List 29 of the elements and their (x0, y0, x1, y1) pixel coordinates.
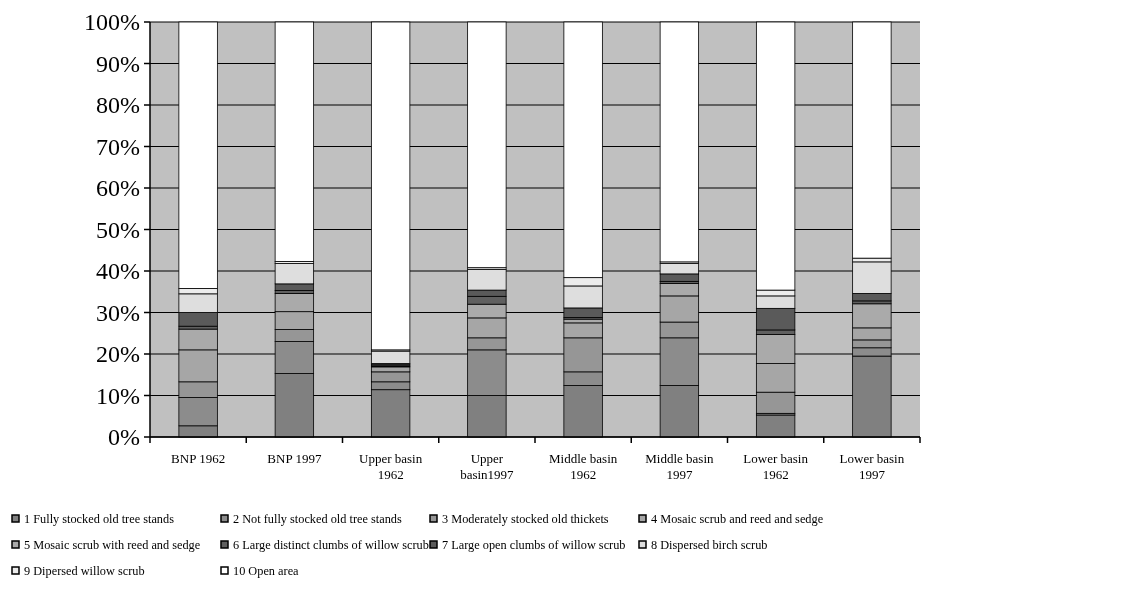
x-tick-label: Lower basin 1962 (743, 451, 809, 482)
y-tick-label: 80% (96, 92, 140, 119)
legend-label: 6 Large distinct clumbs of willow scrub (233, 538, 429, 552)
y-tick-label: 20% (96, 341, 140, 368)
y-tick-label: 60% (96, 175, 140, 202)
y-tick-label: 100% (84, 9, 140, 36)
legend-label: 5 Mosaic scrub with reed and sedge (24, 538, 201, 552)
legend-label: 7 Large open clumbs of willow scrub (442, 538, 626, 552)
legend-label: 1 Fully stocked old tree stands (24, 512, 175, 526)
legend-label: 8 Dispersed birch scrub (651, 538, 768, 552)
y-tick-label: 0% (108, 424, 140, 451)
y-tick-label: 40% (96, 258, 140, 285)
x-tick-label: Upper basin 1962 (359, 451, 423, 482)
x-tick-label: Middle basin 1962 (549, 451, 618, 482)
y-tick-label: 90% (96, 50, 140, 77)
y-tick-label: 10% (96, 382, 140, 409)
legend-label: 2 Not fully stocked old tree stands (233, 512, 402, 526)
y-tick-label: 50% (96, 216, 140, 243)
legend-label: 10 Open area (233, 564, 300, 578)
y-tick-label: 70% (96, 133, 140, 160)
x-tick-label: BNP 1962 (171, 451, 226, 466)
legend-label: 9 Dipersed willow scrub (24, 564, 145, 578)
x-tick-label: Middle basin 1997 (645, 451, 714, 482)
x-tick-label: Lower basin 1997 (839, 451, 905, 482)
legend-label: 4 Mosaic scrub and reed and sedge (651, 512, 824, 526)
x-tick-label: BNP 1997 (267, 451, 322, 466)
x-tick-label: Upper basin1997 (460, 451, 515, 482)
legend-label: 3 Moderately stocked old thickets (442, 512, 609, 526)
y-tick-label: 30% (96, 299, 140, 326)
